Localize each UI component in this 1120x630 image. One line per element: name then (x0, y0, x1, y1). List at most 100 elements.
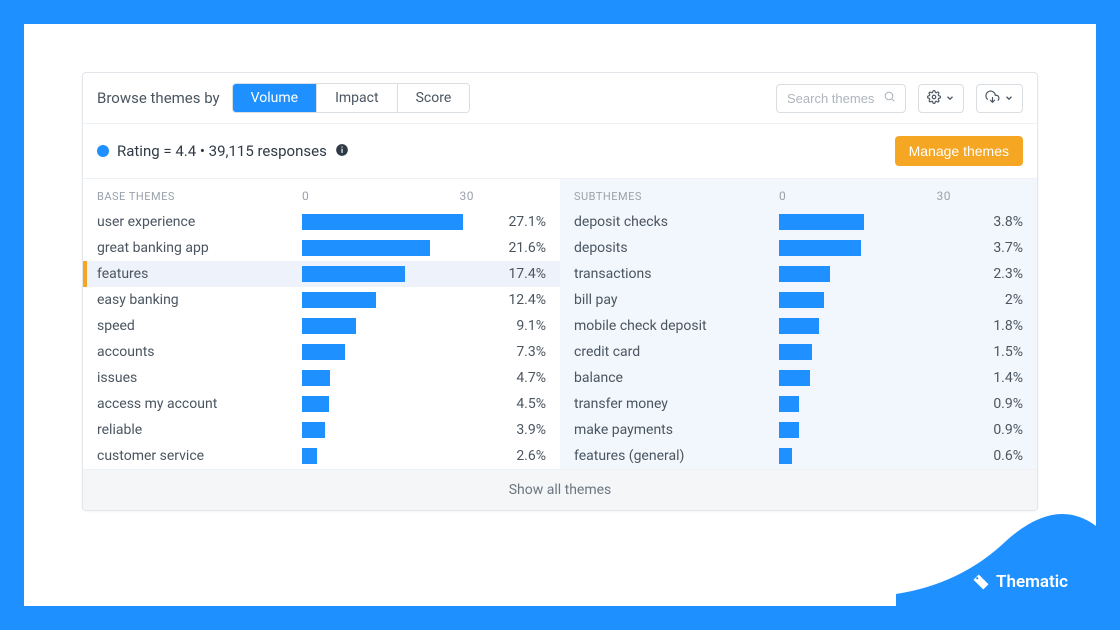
sub-column-header: SUBTHEMES 0 30 (560, 179, 1037, 209)
theme-bar-track (302, 447, 480, 465)
theme-name: reliable (97, 422, 292, 438)
theme-bar (779, 370, 810, 386)
theme-bar-track (302, 265, 480, 283)
theme-bar-track (779, 213, 957, 231)
theme-name: accounts (97, 344, 292, 360)
theme-bar-track (302, 317, 480, 335)
theme-pct: 3.7% (967, 240, 1023, 256)
base-scale-max: 30 (460, 189, 475, 203)
tab-volume[interactable]: Volume (233, 84, 317, 112)
theme-row[interactable]: transfer money0.9% (560, 391, 1037, 417)
theme-row[interactable]: mobile check deposit1.8% (560, 313, 1037, 339)
theme-bar (302, 318, 356, 334)
theme-pct: 7.3% (490, 344, 546, 360)
manage-themes-button[interactable]: Manage themes (895, 136, 1023, 166)
theme-name: features (97, 266, 292, 282)
theme-row[interactable]: speed 9.1% (83, 313, 560, 339)
theme-row[interactable]: accounts 7.3% (83, 339, 560, 365)
theme-row[interactable]: features 17.4% (83, 261, 560, 287)
brand-name: Thematic (996, 572, 1068, 592)
theme-bar-track (779, 421, 957, 439)
theme-pct: 0.6% (967, 448, 1023, 464)
chevron-down-icon (1004, 91, 1014, 106)
tab-impact[interactable]: Impact (317, 84, 397, 112)
rating-text: Rating = 4.4 • 39,115 responses (117, 142, 327, 160)
theme-name: user experience (97, 214, 292, 230)
theme-row[interactable]: deposit checks3.8% (560, 209, 1037, 235)
theme-row[interactable]: reliable 3.9% (83, 417, 560, 443)
sub-scale-min: 0 (779, 189, 786, 203)
theme-row[interactable]: transactions2.3% (560, 261, 1037, 287)
theme-bar-track (302, 213, 480, 231)
theme-bar-track (302, 239, 480, 257)
settings-button[interactable] (918, 84, 964, 113)
tag-icon (972, 573, 990, 591)
theme-row[interactable]: bill pay 2% (560, 287, 1037, 313)
theme-row[interactable]: customer service 2.6% (83, 443, 560, 469)
theme-pct: 2% (967, 292, 1023, 308)
base-column-header: BASE THEMES 0 30 (83, 179, 560, 209)
brand-logo: Thematic (972, 572, 1068, 592)
theme-name: bill pay (574, 292, 769, 308)
download-button[interactable] (976, 84, 1023, 113)
theme-bar (779, 448, 792, 464)
theme-row[interactable]: user experience27.1% (83, 209, 560, 235)
theme-pct: 2.3% (967, 266, 1023, 282)
browse-label: Browse themes by (97, 89, 220, 107)
theme-name: credit card (574, 344, 769, 360)
theme-row[interactable]: issues4.7% (83, 365, 560, 391)
base-scale-min: 0 (302, 189, 309, 203)
browse-tabs: VolumeImpactScore (232, 83, 471, 113)
theme-bar-track (302, 343, 480, 361)
theme-bar (302, 214, 463, 230)
sub-heading: SUBTHEMES (574, 190, 769, 203)
base-heading: BASE THEMES (97, 190, 292, 203)
theme-row[interactable]: make payments0.9% (560, 417, 1037, 443)
theme-bar (779, 318, 819, 334)
theme-row[interactable]: deposits 3.7% (560, 235, 1037, 261)
series-dot (97, 145, 109, 157)
search-input[interactable] (787, 91, 877, 106)
theme-bar-track (779, 447, 957, 465)
theme-pct: 0.9% (967, 422, 1023, 438)
theme-pct: 3.9% (490, 422, 546, 438)
theme-pct: 4.5% (490, 396, 546, 412)
theme-bar-track (779, 369, 957, 387)
theme-row[interactable]: balance1.4% (560, 365, 1037, 391)
theme-name: speed (97, 318, 292, 334)
show-all-themes[interactable]: Show all themes (83, 469, 1037, 510)
theme-pct: 2.6% (490, 448, 546, 464)
theme-pct: 3.8% (967, 214, 1023, 230)
theme-name: transfer money (574, 396, 769, 412)
theme-row[interactable]: features (general)0.6% (560, 443, 1037, 469)
sub-scale-max: 30 (937, 189, 952, 203)
theme-name: issues (97, 370, 292, 386)
theme-row[interactable]: credit card 1.5% (560, 339, 1037, 365)
theme-bar (302, 422, 325, 438)
theme-row[interactable]: easy banking12.4% (83, 287, 560, 313)
theme-pct: 17.4% (490, 266, 546, 282)
theme-pct: 1.5% (967, 344, 1023, 360)
theme-pct: 9.1% (490, 318, 546, 334)
theme-row[interactable]: access my account4.5% (83, 391, 560, 417)
theme-bar (779, 292, 824, 308)
tab-score[interactable]: Score (398, 84, 470, 112)
theme-name: customer service (97, 448, 292, 464)
search-icon (883, 90, 896, 107)
theme-bar (302, 370, 330, 386)
theme-name: balance (574, 370, 769, 386)
theme-bar (779, 344, 812, 360)
theme-pct: 12.4% (490, 292, 546, 308)
panel-header: Browse themes by VolumeImpactScore (83, 73, 1037, 123)
themes-panel: Browse themes by VolumeImpactScore (82, 72, 1038, 511)
theme-bar (302, 240, 430, 256)
theme-name: deposits (574, 240, 769, 256)
search-themes[interactable] (776, 84, 906, 113)
info-icon[interactable] (335, 142, 349, 161)
panel-subheader: Rating = 4.4 • 39,115 responses Manage t… (83, 123, 1037, 179)
theme-bar (302, 448, 317, 464)
theme-row[interactable]: great banking app21.6% (83, 235, 560, 261)
themes-grid: BASE THEMES 0 30 user experience27.1%gre… (83, 179, 1037, 469)
theme-bar-track (779, 265, 957, 283)
theme-bar (779, 266, 830, 282)
